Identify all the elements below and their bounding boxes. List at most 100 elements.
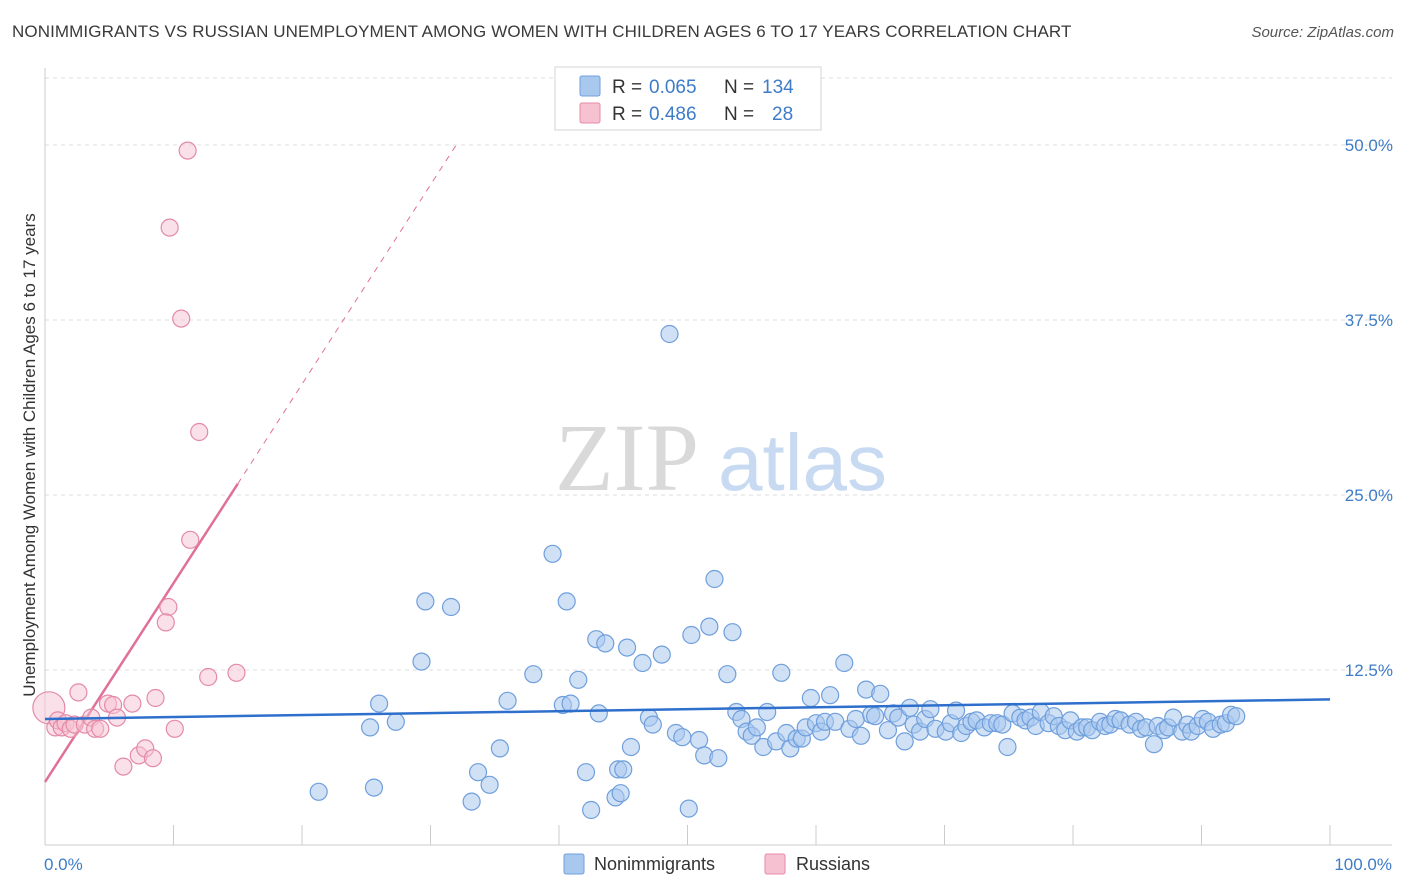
legend-n-value-1: 134	[762, 77, 794, 98]
nonimmigrants-point-73	[871, 684, 890, 703]
nonimmigrants-point-20	[582, 800, 601, 820]
nonimmigrants-point-14	[543, 544, 562, 563]
nonimmigrants-point-33	[652, 645, 671, 664]
legend-swatch-russians	[579, 102, 601, 124]
nonimmigrants-point-135	[1227, 707, 1246, 726]
nonimmigrants-point-17	[561, 694, 580, 713]
nonimmigrants-point-74	[878, 721, 898, 740]
nonimmigrants-point-120	[1144, 735, 1164, 754]
nonimmigrants-point-50	[747, 718, 766, 737]
russians-point-30	[227, 663, 246, 682]
nonimmigrants-point-37	[679, 799, 698, 818]
nonimmigrants-point-60	[801, 688, 820, 708]
nonimmigrants-point-54	[772, 663, 791, 682]
nonimmigrants-point-36	[673, 728, 692, 747]
nonimmigrants-point-66	[835, 653, 854, 673]
legend-r-label-2: R =	[612, 104, 642, 125]
russians-point-11	[91, 719, 110, 738]
nonimmigrants-point-41	[700, 617, 719, 636]
russians-point-27	[199, 667, 218, 687]
legend-n-value-2: 28	[772, 104, 793, 125]
nonimmigrants-point-44	[718, 665, 737, 684]
legend-swatch-nonimmigrants	[579, 75, 601, 97]
bottom-swatch-russians	[764, 853, 786, 875]
nonimmigrants-point-1	[361, 718, 380, 737]
nonimmigrants-point-64	[821, 686, 840, 705]
nonimmigrants-point-38	[682, 625, 701, 645]
nonimmigrants-point-0	[309, 782, 328, 801]
legend-r-value-1: 0.065	[649, 77, 697, 98]
nonimmigrants-point-39	[689, 730, 709, 750]
russians-points	[32, 141, 246, 776]
russians-trend-extension	[237, 144, 457, 485]
russians-point-19	[143, 749, 163, 768]
legend-r-value-2: 0.486	[649, 104, 697, 125]
russians-point-20	[146, 688, 165, 708]
nonimmigrants-point-69	[851, 726, 871, 745]
russians-trend	[43, 144, 457, 783]
russians-point-23	[160, 218, 179, 237]
nonimmigrants-point-18	[569, 670, 588, 689]
nonimmigrants-point-11	[490, 739, 509, 758]
nonimmigrants-point-10	[480, 775, 499, 794]
y-axis-label: Unemployment Among Women with Children A…	[20, 213, 39, 697]
nonimmigrants-point-68	[846, 709, 865, 729]
legend-r-label-1: R =	[612, 77, 642, 98]
nonimmigrants-points	[309, 324, 1246, 820]
y-tick-labels: 12.5% 25.0% 37.5% 50.0%	[1345, 136, 1393, 680]
legend-n-label-2: N =	[724, 104, 754, 125]
nonimmigrants-point-72	[866, 707, 885, 726]
nonimmigrants-point-19	[576, 763, 596, 782]
russians-point-29	[190, 422, 209, 442]
nonimmigrants-point-9	[468, 763, 488, 782]
watermark-zip: ZIP	[555, 404, 699, 511]
nonimmigrants-point-5	[412, 652, 431, 671]
russians-point-24	[165, 719, 184, 738]
bottom-swatch-nonimmigrants	[563, 853, 585, 875]
nonimmigrants-point-76	[889, 708, 908, 727]
legend-n-label-1: N =	[724, 77, 754, 98]
y-tick-label-1: 25.0%	[1345, 486, 1393, 505]
nonimmigrants-point-12	[498, 691, 517, 710]
nonimmigrants-point-95	[998, 737, 1017, 757]
nonimmigrants-point-2	[364, 778, 384, 797]
bottom-legend-nonimmigrants: Nonimmigrants	[594, 854, 715, 874]
nonimmigrants-point-52	[758, 702, 777, 722]
russians-point-28	[178, 141, 197, 160]
nonimmigrants-trend	[44, 698, 1331, 721]
nonimmigrants-point-16	[557, 592, 576, 611]
nonimmigrants-trend-line	[44, 698, 1331, 721]
nonimmigrants-point-45	[723, 623, 742, 642]
nonimmigrants-point-8	[462, 792, 481, 811]
nonimmigrants-point-3	[370, 694, 389, 713]
nonimmigrants-point-6	[416, 592, 435, 611]
nonimmigrants-point-28	[618, 638, 637, 657]
nonimmigrants-point-7	[441, 597, 461, 617]
x-tick-max: 100.0%	[1334, 855, 1392, 874]
russians-point-22	[156, 613, 175, 632]
watermark-atlas: atlas	[718, 418, 887, 507]
nonimmigrants-point-4	[386, 712, 405, 731]
nonimmigrants-point-77	[895, 732, 914, 751]
russians-point-16	[123, 694, 142, 713]
nonimmigrants-point-13	[524, 665, 543, 684]
russians-point-21	[159, 597, 178, 617]
x-tick-min: 0.0%	[44, 855, 83, 874]
nonimmigrants-point-42	[705, 569, 724, 589]
y-tick-label-2: 37.5%	[1345, 311, 1393, 330]
nonimmigrants-point-34	[660, 324, 679, 344]
nonimmigrants-point-27	[614, 760, 633, 779]
bottom-legend-russians: Russians	[796, 854, 870, 874]
chart-title: NONIMMIGRANTS VS RUSSIAN UNEMPLOYMENT AM…	[12, 22, 1072, 41]
russians-point-25	[172, 309, 191, 328]
series-legend: Nonimmigrants Russians	[563, 853, 870, 875]
nonimmigrants-point-30	[633, 653, 652, 673]
nonimmigrants-point-82	[921, 700, 940, 719]
nonimmigrants-point-26	[611, 784, 630, 803]
nonimmigrants-point-23	[596, 634, 615, 653]
nonimmigrants-point-32	[643, 715, 662, 734]
nonimmigrants-point-29	[621, 737, 641, 757]
y-tick-label-3: 50.0%	[1345, 136, 1393, 155]
russians-point-15	[114, 757, 133, 776]
watermark: ZIP atlas	[555, 404, 887, 511]
